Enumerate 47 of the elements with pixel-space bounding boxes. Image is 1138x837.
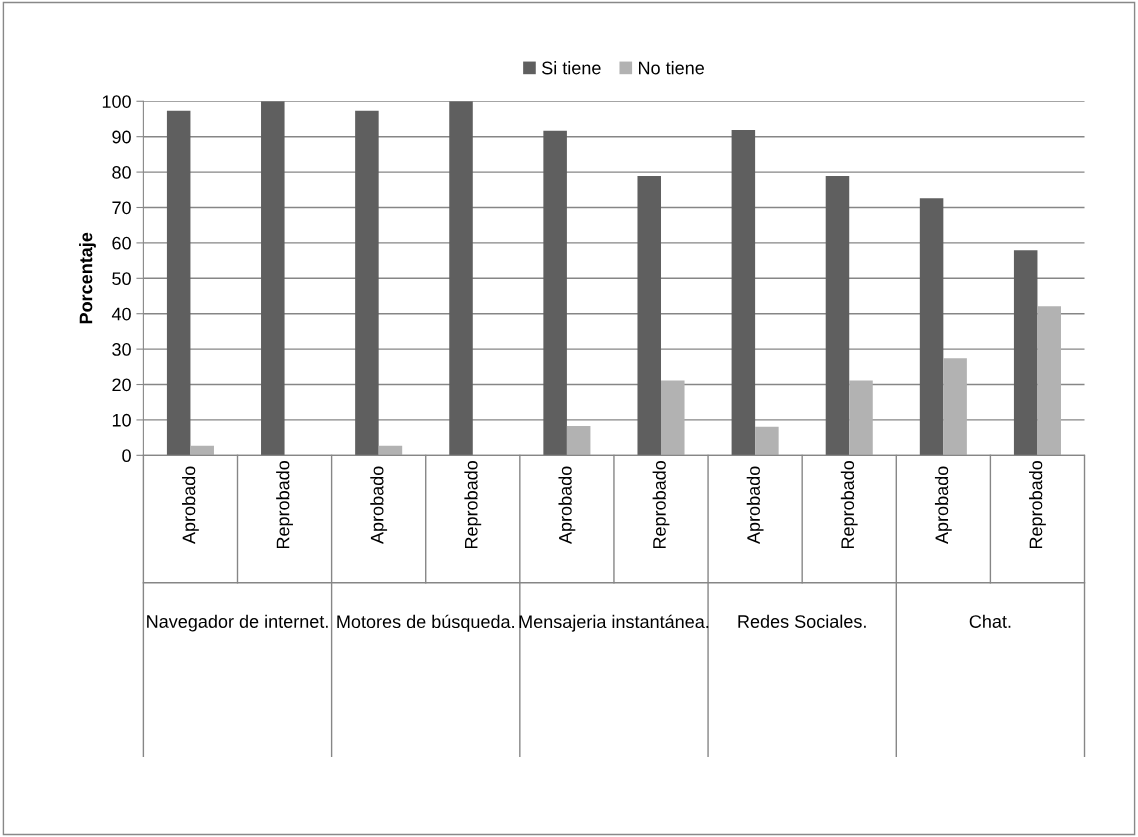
y-tick-label: 0	[122, 449, 131, 463]
bar	[755, 426, 779, 456]
bar	[1037, 306, 1061, 456]
y-tick-label: 10	[112, 413, 131, 427]
text: Chat.	[969, 614, 1011, 628]
bar	[261, 101, 285, 456]
y-tick-label: 50	[112, 272, 131, 286]
y-tick-label: 70	[112, 201, 131, 215]
bar	[355, 110, 379, 456]
bar	[378, 445, 403, 456]
bar	[1013, 250, 1038, 456]
y-tick-label: 60	[112, 236, 131, 250]
x-tick-label: Reprobado	[840, 460, 858, 549]
x-tick-label: Reprobado	[464, 460, 482, 549]
y-axis-title: Porcentaje	[79, 232, 96, 324]
bar	[166, 110, 191, 456]
x-tick-label: Aprobado	[558, 466, 576, 545]
y-tick-label: 40	[111, 307, 131, 321]
x-tick-label: Reprobado	[652, 460, 670, 549]
legend-label: Si tiene	[542, 61, 601, 75]
text: Navegador de internet.	[147, 614, 328, 632]
bar	[943, 358, 967, 456]
text: Mensajeria instantánea.	[519, 614, 709, 632]
x-tick-label: Aprobado	[370, 466, 388, 545]
x-tick-label: Aprobado	[746, 466, 764, 545]
bar	[731, 129, 756, 456]
x-tick-label: Aprobado	[182, 466, 199, 545]
legend-label: No tiene	[639, 61, 704, 75]
bar	[919, 198, 944, 456]
y-tick-label: 20	[112, 378, 131, 392]
bar	[566, 425, 591, 456]
x-tick-label: Reprobado	[1029, 460, 1046, 549]
y-tick-label: 30	[112, 343, 131, 356]
bar	[849, 380, 873, 456]
bar	[190, 445, 214, 456]
bar	[661, 380, 685, 456]
text: Redes Sociales.	[738, 614, 866, 628]
bar	[543, 130, 567, 456]
bar	[825, 175, 850, 456]
y-tick-label: 100	[102, 95, 131, 108]
bar	[637, 175, 662, 456]
x-tick-label: Reprobado	[276, 460, 293, 549]
y-tick-label: 90	[112, 130, 131, 144]
y-tick-label: 80	[112, 166, 131, 179]
x-tick-label: Aprobado	[934, 466, 952, 545]
bar	[449, 101, 473, 456]
text: Motores de búsqueda.	[337, 614, 514, 632]
